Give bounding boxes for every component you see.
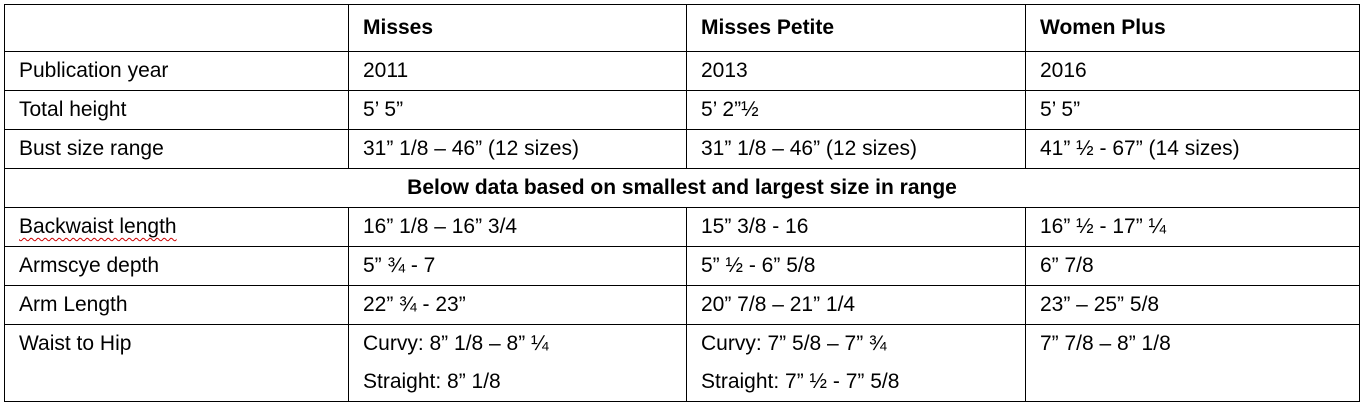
table-cell: 2011	[348, 51, 687, 91]
row-label-text: Total height	[19, 98, 127, 121]
corner-cell	[4, 4, 349, 52]
table-cell: 7” 7/8 – 8” 1/8	[1025, 324, 1360, 402]
row-label: Total height	[4, 90, 349, 130]
table-cell: 22” ¾ - 23”	[348, 285, 687, 325]
table-cell: Curvy: 8” 1/8 – 8” ¼ Straight: 8” 1/8	[348, 324, 687, 402]
table-row: Backwaist length 16” 1/8 – 16” 3/4 15” 3/8…	[4, 207, 1360, 247]
note-row: Below data based on smallest and largest…	[4, 168, 1360, 208]
table-cell: 41” ½ - 67” (14 sizes)	[1025, 129, 1360, 169]
row-label: Bust size range	[4, 129, 349, 169]
table-body: Misses Misses Petite Women Plus Publication…	[4, 4, 1360, 402]
row-label: Armscye depth	[4, 246, 349, 286]
table-row: Armscye depth 5” ¾ - 7 5” ½ - 6” 5/8 6” 7/8	[4, 246, 1360, 286]
table-cell: Curvy: 7” 5/8 – 7” ¾ Straight: 7” ½ - 7” …	[686, 324, 1026, 402]
table-row: Waist to Hip Curvy: 8” 1/8 – 8” ¼ Straight…	[4, 324, 1360, 402]
note-cell: Below data based on smallest and largest…	[4, 168, 1360, 208]
row-label: Arm Length	[4, 285, 349, 325]
table-cell: 23” – 25” 5/8	[1025, 285, 1360, 325]
table-cell: 5’ 5”	[348, 90, 687, 130]
cell-line: Curvy: 8” 1/8 – 8” ¼	[363, 332, 549, 355]
row-label-text: Publication year	[19, 59, 169, 82]
cell-line: Straight: 8” 1/8	[363, 370, 501, 393]
header-row: Misses Misses Petite Women Plus	[4, 4, 1360, 52]
row-label-text: Bust size range	[19, 137, 164, 160]
cell-line: Straight: 7” ½ - 7” 5/8	[701, 370, 900, 393]
table-row: Total height 5’ 5” 5’ 2”½ 5’ 5”	[4, 90, 1360, 130]
table-cell: 16” 1/8 – 16” 3/4	[348, 207, 687, 247]
table-row: Arm Length 22” ¾ - 23” 20” 7/8 – 21” 1/4 23…	[4, 285, 1360, 325]
table-cell: 5’ 2”½	[686, 90, 1026, 130]
row-label-text: Backwaist length	[19, 215, 177, 238]
table-cell: 20” 7/8 – 21” 1/4	[686, 285, 1026, 325]
table-cell: 31” 1/8 – 46” (12 sizes)	[686, 129, 1026, 169]
column-header: Misses Petite	[686, 4, 1026, 52]
table-row: Bust size range 31” 1/8 – 46” (12 sizes) 3…	[4, 129, 1360, 169]
measurement-table: Misses Misses Petite Women Plus Publication…	[4, 4, 1360, 402]
table-cell: 2016	[1025, 51, 1360, 91]
row-label-text: Waist to Hip	[19, 332, 132, 355]
table-cell: 31” 1/8 – 46” (12 sizes)	[348, 129, 687, 169]
table-cell: 5’ 5”	[1025, 90, 1360, 130]
row-label: Backwaist length	[4, 207, 349, 247]
table-cell: 16” ½ - 17” ¼	[1025, 207, 1360, 247]
table-cell: 15” 3/8 - 16	[686, 207, 1026, 247]
table-cell: 5” ½ - 6” 5/8	[686, 246, 1026, 286]
column-header: Misses	[348, 4, 687, 52]
cell-line: Curvy: 7” 5/8 – 7” ¾	[701, 332, 887, 355]
row-label-text: Armscye depth	[19, 254, 160, 277]
table-cell: 2013	[686, 51, 1026, 91]
row-label: Publication year	[4, 51, 349, 91]
table-cell: 5” ¾ - 7	[348, 246, 687, 286]
column-header: Women Plus	[1025, 4, 1360, 52]
cell-line: 7” 7/8 – 8” 1/8	[1040, 332, 1171, 355]
row-label: Waist to Hip	[4, 324, 349, 402]
table-cell: 6” 7/8	[1025, 246, 1360, 286]
table-row: Publication year 2011 2013 2016	[4, 51, 1360, 91]
row-label-text: Arm Length	[19, 293, 128, 316]
